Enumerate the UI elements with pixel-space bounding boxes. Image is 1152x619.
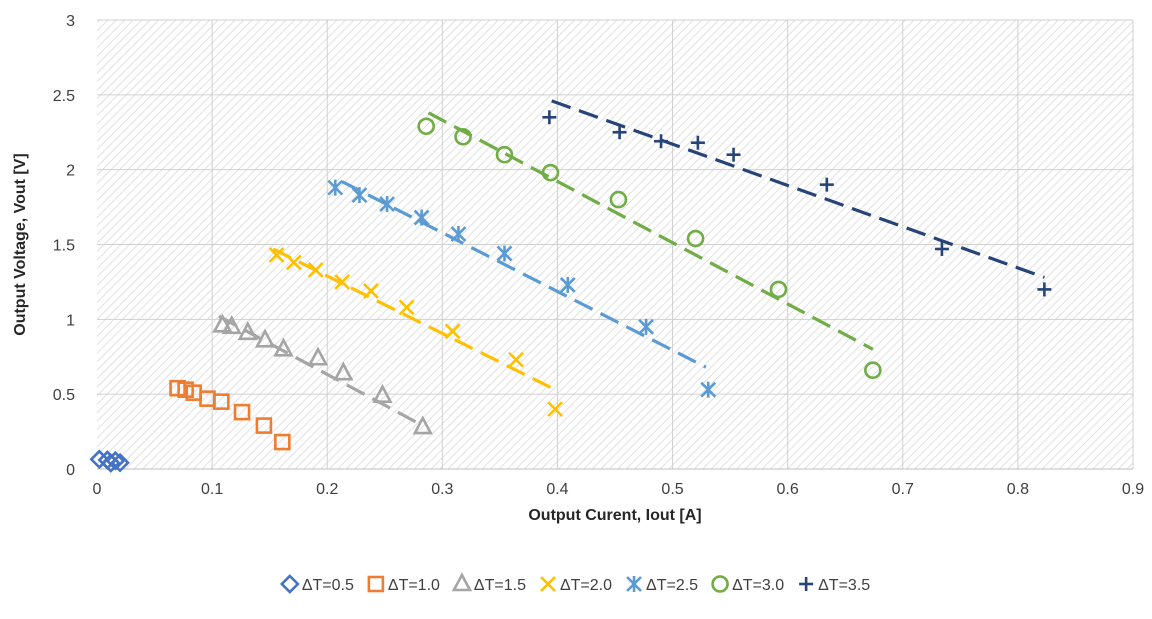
data-point xyxy=(654,134,669,149)
data-point xyxy=(547,401,564,418)
data-point xyxy=(612,125,627,140)
x-tick-label: 0.9 xyxy=(1122,481,1144,498)
data-point xyxy=(274,433,291,451)
legend-item: ΔT=1.0 xyxy=(367,575,440,594)
legend-item: ΔT=2.0 xyxy=(540,576,612,594)
data-point xyxy=(495,145,514,164)
data-point xyxy=(268,247,285,263)
y-tick-label: 2 xyxy=(66,163,75,180)
data-point xyxy=(255,417,273,434)
data-point xyxy=(508,351,524,368)
trendline xyxy=(427,111,874,351)
data-point xyxy=(444,323,461,340)
x-tick-label: 0.6 xyxy=(777,481,799,498)
legend-label: ΔT=1.5 xyxy=(474,577,526,594)
data-point xyxy=(212,313,233,333)
legend-label: ΔT=1.0 xyxy=(388,577,440,594)
y-tick-label: 3 xyxy=(66,13,75,30)
data-point xyxy=(413,209,430,226)
data-point xyxy=(700,381,717,398)
x-tick-label: 0.2 xyxy=(316,481,338,498)
data-point xyxy=(237,321,258,341)
y-tick-label: 0.5 xyxy=(53,387,75,404)
data-point xyxy=(333,361,354,381)
data-point xyxy=(690,135,705,150)
legend-item: ΔT=3.0 xyxy=(711,575,784,594)
data-point xyxy=(412,415,433,435)
data-point xyxy=(864,361,882,380)
data-point xyxy=(213,393,230,410)
data-point xyxy=(110,452,130,473)
data-point xyxy=(541,163,560,182)
legend-marker xyxy=(279,574,300,594)
legend: ΔT=0.5 ΔT=1.0 ΔT=1.5 ΔT=2.0 ΔT=2.5 ΔT=3.0 ΔT=3… xyxy=(279,572,870,594)
data-point xyxy=(559,276,576,293)
data-point xyxy=(233,403,251,421)
data-point xyxy=(285,254,302,271)
x-axis-title: Output Curent, Iout [A] xyxy=(528,507,701,524)
trendline xyxy=(551,99,1045,279)
data-point xyxy=(327,179,344,196)
data-point xyxy=(351,187,368,204)
data-point xyxy=(1037,282,1052,297)
y-tick-label: 1 xyxy=(66,312,75,329)
legend-marker xyxy=(799,577,814,591)
data-point xyxy=(542,110,557,125)
data-point xyxy=(638,318,654,335)
x-tick-label: 0 xyxy=(93,481,102,498)
legend-marker xyxy=(626,576,642,592)
data-point xyxy=(273,337,294,357)
data-point xyxy=(934,241,949,256)
y-axis-title: Output Voltage, Vout [V] xyxy=(12,153,29,336)
legend-label: ΔT=3.0 xyxy=(732,577,784,594)
legend-marker xyxy=(451,572,473,592)
legend-item: ΔT=1.5 xyxy=(451,572,526,594)
data-point xyxy=(450,226,467,243)
data-point xyxy=(417,117,436,136)
x-tick-label: 0.1 xyxy=(201,481,223,498)
legend-marker xyxy=(367,575,385,593)
data-point xyxy=(105,450,126,471)
data-point xyxy=(307,346,329,366)
y-tick-label: 0 xyxy=(66,462,75,479)
y-tick-label: 1.5 xyxy=(53,238,75,255)
x-tick-label: 0.4 xyxy=(546,481,568,498)
data-point xyxy=(379,196,395,213)
trendline xyxy=(341,180,707,369)
y-tick-label: 2.5 xyxy=(53,88,75,105)
data-point xyxy=(726,147,741,162)
legend-item: ΔT=2.5 xyxy=(626,576,698,594)
x-tick-label: 0.8 xyxy=(1007,481,1029,498)
data-point xyxy=(254,328,276,348)
data-point xyxy=(334,273,351,290)
data-point xyxy=(398,299,415,316)
trendline xyxy=(272,247,556,392)
data-point xyxy=(609,190,628,209)
legend-marker xyxy=(711,575,729,593)
data-point xyxy=(819,177,834,192)
x-tick-label: 0.7 xyxy=(892,481,914,498)
data-point xyxy=(221,315,242,335)
legend-label: ΔT=2.5 xyxy=(646,577,698,594)
legend-label: ΔT=2.0 xyxy=(560,577,612,594)
data-point xyxy=(454,127,472,146)
legend-label: ΔT=3.5 xyxy=(818,577,870,594)
data-point xyxy=(769,280,788,299)
data-point xyxy=(363,282,379,299)
data-point xyxy=(307,262,324,278)
data-point xyxy=(89,449,110,470)
data-point xyxy=(372,383,393,403)
x-tick-label: 0.3 xyxy=(431,481,453,498)
legend-label: ΔT=0.5 xyxy=(302,577,354,594)
legend-item: ΔT=0.5 xyxy=(279,574,354,594)
legend-item: ΔT=3.5 xyxy=(799,577,870,594)
x-tick-label: 0.5 xyxy=(661,481,683,498)
legend-marker xyxy=(540,576,556,592)
data-point xyxy=(686,229,705,248)
data-point xyxy=(496,245,513,262)
